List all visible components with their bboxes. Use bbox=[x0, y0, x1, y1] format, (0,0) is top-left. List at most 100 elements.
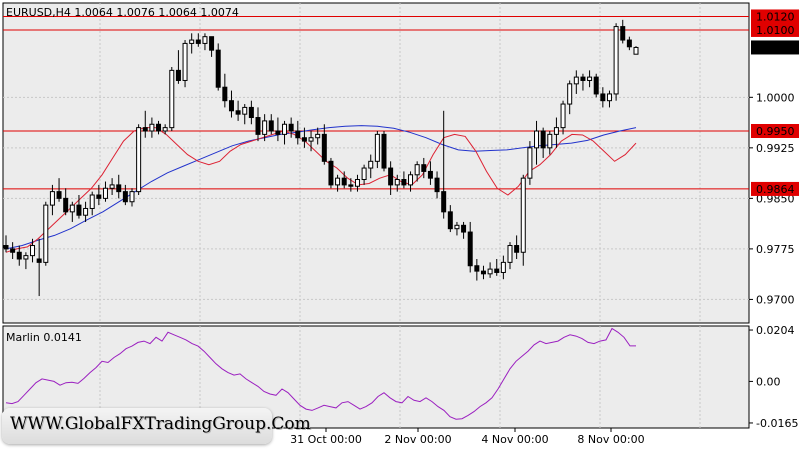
candle-body bbox=[215, 49, 221, 88]
candle-body bbox=[480, 270, 486, 275]
candle bbox=[23, 252, 29, 270]
candle bbox=[487, 262, 493, 278]
watermark-box bbox=[2, 408, 272, 444]
candle-body bbox=[156, 123, 162, 132]
candle-body bbox=[540, 130, 546, 149]
candle-body bbox=[43, 204, 49, 263]
candle bbox=[30, 238, 36, 263]
candle-body bbox=[606, 93, 612, 102]
candle-body bbox=[116, 184, 122, 193]
ind-y-tick-label: 0.0204 bbox=[756, 324, 795, 337]
candle-body bbox=[308, 137, 314, 142]
candle bbox=[248, 100, 254, 125]
candle-body bbox=[89, 194, 95, 209]
indicator-title: Marlin 0.0141 bbox=[6, 331, 82, 344]
candle bbox=[354, 174, 360, 192]
candle bbox=[228, 90, 234, 118]
candle bbox=[175, 50, 181, 84]
candle-body bbox=[348, 184, 354, 187]
candle bbox=[341, 171, 347, 189]
candle-body bbox=[295, 130, 301, 139]
candle bbox=[96, 184, 102, 206]
candle-body bbox=[10, 248, 16, 253]
candle-body bbox=[209, 36, 215, 51]
candle-body bbox=[401, 179, 407, 186]
candle-body bbox=[36, 258, 42, 263]
candle-body bbox=[30, 245, 36, 257]
candle-body bbox=[441, 191, 447, 213]
candle bbox=[308, 131, 314, 152]
candle-body bbox=[242, 106, 248, 115]
y-tick-label: 1.0000 bbox=[756, 91, 795, 104]
candle bbox=[427, 161, 433, 185]
candle bbox=[76, 195, 82, 219]
candle bbox=[507, 242, 513, 270]
candle bbox=[494, 259, 500, 276]
candle bbox=[388, 161, 394, 195]
candle-body bbox=[573, 76, 579, 85]
candle bbox=[36, 238, 42, 297]
candle bbox=[69, 201, 75, 222]
candle bbox=[348, 178, 354, 192]
candle bbox=[169, 67, 175, 131]
candle-body bbox=[553, 127, 559, 135]
level-tag-bg bbox=[751, 9, 799, 24]
candle bbox=[189, 33, 195, 54]
x-tick-label: 4 Nov 00:00 bbox=[481, 433, 548, 446]
price-pane bbox=[2, 2, 750, 324]
current-price-tag-bg bbox=[751, 40, 799, 55]
candle bbox=[43, 201, 49, 266]
candle-body bbox=[175, 69, 181, 81]
x-tick-label: 31 Oct 00:00 bbox=[290, 433, 362, 446]
candle bbox=[288, 117, 294, 138]
candle-body bbox=[560, 103, 566, 129]
candle bbox=[620, 19, 626, 44]
candle-body bbox=[321, 133, 327, 162]
candle bbox=[328, 157, 334, 189]
candle-body bbox=[626, 39, 632, 48]
candle-body bbox=[142, 127, 148, 132]
candle-body bbox=[447, 211, 453, 230]
candle-body bbox=[162, 127, 168, 132]
candle-body bbox=[301, 137, 307, 142]
candle bbox=[600, 87, 606, 108]
candle bbox=[255, 107, 261, 142]
candle bbox=[374, 131, 380, 169]
candle-body bbox=[567, 83, 573, 105]
candle-body bbox=[169, 69, 175, 129]
candle bbox=[335, 174, 341, 192]
level-tag: 1.0120 bbox=[756, 10, 795, 23]
candle bbox=[195, 33, 201, 47]
candle bbox=[500, 255, 506, 280]
candle-body bbox=[388, 167, 394, 186]
candle bbox=[49, 184, 55, 216]
candle-body bbox=[500, 261, 506, 273]
candle-body bbox=[129, 191, 135, 203]
candle bbox=[315, 127, 321, 145]
candle bbox=[633, 46, 639, 55]
candle bbox=[408, 171, 414, 192]
candle-body bbox=[467, 231, 473, 267]
candle bbox=[209, 36, 215, 57]
candle bbox=[447, 205, 453, 233]
candle-body bbox=[109, 184, 115, 189]
candle-body bbox=[328, 160, 334, 186]
candle bbox=[136, 124, 142, 195]
candle bbox=[3, 235, 9, 253]
candle-body bbox=[49, 191, 55, 206]
candle-body bbox=[633, 46, 639, 55]
candle bbox=[540, 127, 546, 158]
candle-body bbox=[282, 123, 288, 135]
ind-y-tick-label: 0.00 bbox=[756, 375, 781, 388]
y-tick-label: 0.9775 bbox=[756, 243, 795, 256]
candle-body bbox=[534, 130, 540, 149]
candle bbox=[142, 110, 148, 138]
level-tag-bg bbox=[751, 181, 799, 196]
y-tick-label: 0.9925 bbox=[756, 142, 795, 155]
candle bbox=[580, 73, 586, 91]
candle bbox=[122, 184, 128, 206]
y-tick-label: 0.9700 bbox=[756, 293, 795, 306]
candle-body bbox=[520, 177, 526, 253]
candle-body bbox=[341, 177, 347, 186]
candle-body bbox=[354, 179, 360, 187]
